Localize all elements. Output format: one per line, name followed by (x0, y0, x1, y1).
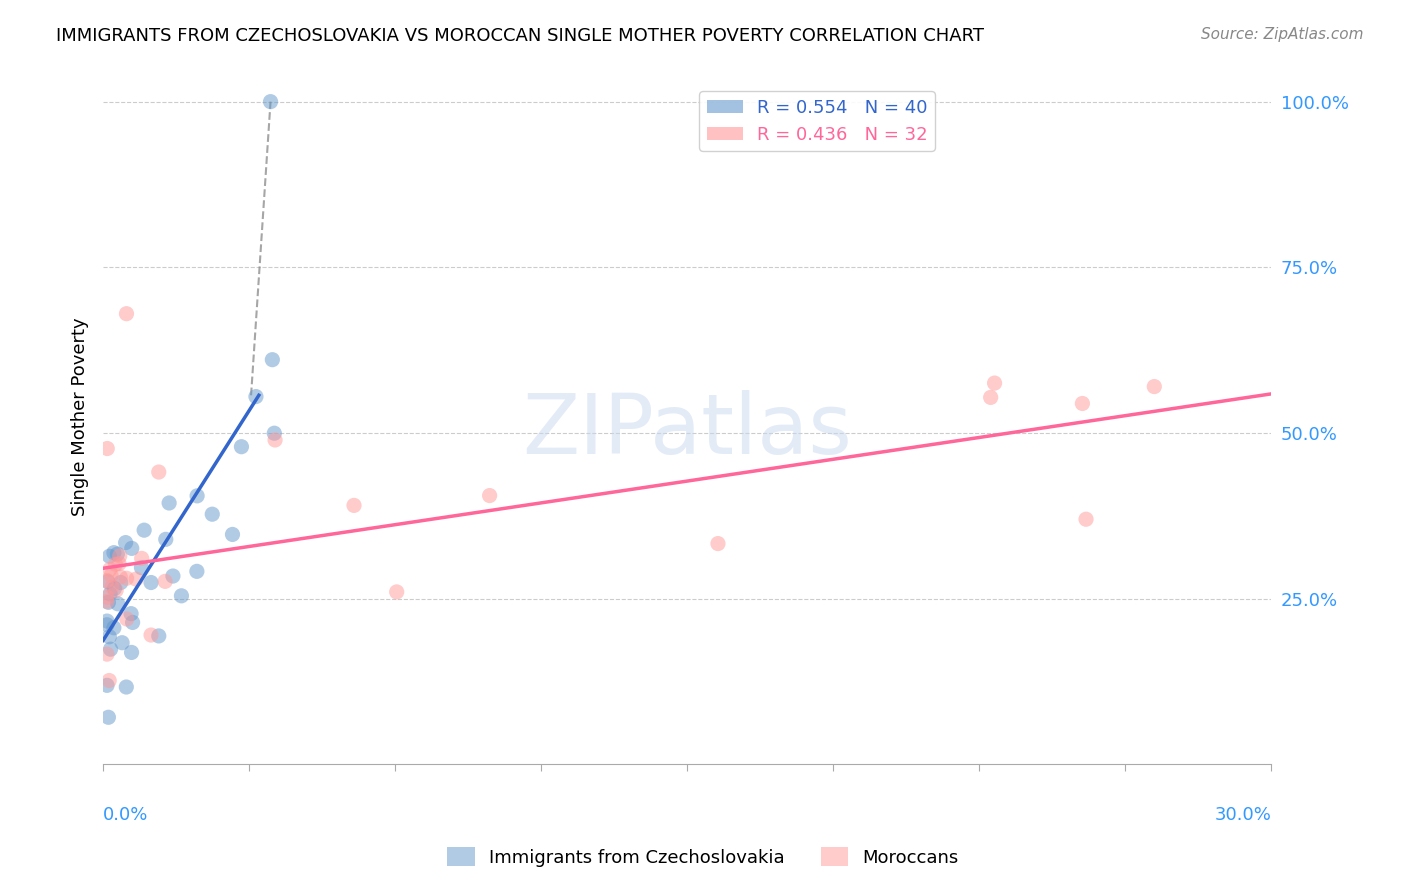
Point (980, 391, 1002, 405)
Point (115, 307, 138, 321)
Point (707, 536, 730, 550)
Point (139, 575, 162, 590)
Point (121, 645, 143, 659)
Point (103, 546, 125, 560)
Legend: R = 0.554   N = 40, R = 0.436   N = 32: R = 0.554 N = 40, R = 0.436 N = 32 (699, 92, 935, 151)
Point (121, 615, 143, 630)
Point (115, 680, 138, 694)
Point (96, 617, 118, 632)
Point (262, 352, 284, 367)
Point (121, 541, 143, 556)
Point (131, 551, 153, 566)
Point (114, 535, 136, 549)
Point (111, 636, 134, 650)
Point (131, 560, 153, 574)
Point (120, 607, 142, 621)
Text: Source: ZipAtlas.com: Source: ZipAtlas.com (1201, 27, 1364, 42)
Point (96, 591, 118, 605)
Point (186, 565, 208, 579)
Point (983, 376, 1005, 390)
Point (264, 433, 287, 447)
Point (98, 673, 121, 688)
Point (245, 390, 267, 404)
Y-axis label: Single Mother Poverty: Single Mother Poverty (72, 317, 89, 516)
Point (96, 678, 118, 692)
Point (110, 575, 132, 590)
Text: IMMIGRANTS FROM CZECHOSLOVAKIA VS MOROCCAN SINGLE MOTHER POVERTY CORRELATION CHA: IMMIGRANTS FROM CZECHOSLOVAKIA VS MOROCC… (56, 27, 984, 45)
Point (139, 628, 162, 642)
Point (103, 621, 125, 635)
Point (105, 583, 128, 598)
Point (104, 558, 127, 572)
Point (186, 489, 208, 503)
Point (96, 442, 118, 456)
Text: ZIPatlas: ZIPatlas (522, 390, 852, 471)
Point (1143, 379, 1166, 393)
Point (157, 496, 180, 510)
Point (103, 582, 125, 596)
Point (134, 523, 156, 537)
Point (100, 642, 122, 657)
Point (170, 589, 193, 603)
Point (98, 630, 121, 644)
Point (110, 570, 132, 584)
Point (125, 572, 148, 586)
Point (221, 527, 243, 541)
Point (231, 440, 253, 454)
Text: 30.0%: 30.0% (1215, 806, 1271, 824)
Point (96, 614, 118, 628)
Point (385, 585, 408, 599)
Point (101, 580, 124, 594)
Point (263, 426, 285, 441)
Point (107, 597, 129, 611)
Point (100, 568, 122, 582)
Legend: Immigrants from Czechoslovakia, Moroccans: Immigrants from Czechoslovakia, Moroccan… (440, 840, 966, 874)
Point (155, 533, 177, 547)
Point (96, 574, 118, 588)
Point (108, 549, 131, 563)
Point (201, 507, 224, 521)
Point (1074, 512, 1097, 526)
Point (96, 647, 118, 661)
Text: 0.0%: 0.0% (103, 806, 149, 824)
Point (105, 547, 128, 561)
Point (115, 571, 138, 585)
Point (98, 549, 121, 564)
Point (259, 95, 281, 109)
Point (97, 595, 120, 609)
Point (148, 629, 170, 643)
Point (478, 489, 501, 503)
Point (115, 612, 138, 626)
Point (343, 499, 366, 513)
Point (96, 594, 118, 608)
Point (153, 574, 176, 589)
Point (98, 587, 121, 601)
Point (108, 557, 131, 571)
Point (97, 710, 120, 724)
Point (97, 574, 120, 589)
Point (148, 465, 170, 479)
Point (162, 569, 184, 583)
Point (98, 562, 121, 576)
Point (1071, 396, 1094, 410)
